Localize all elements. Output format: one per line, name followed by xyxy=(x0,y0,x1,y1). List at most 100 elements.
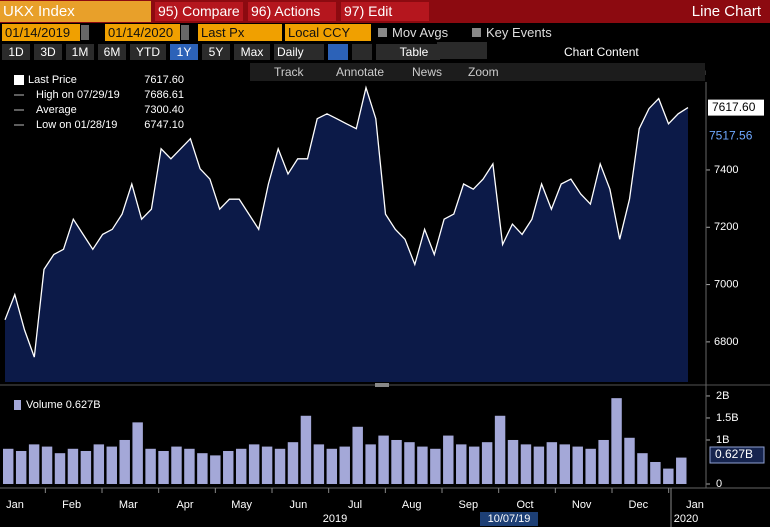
volume-bar xyxy=(417,446,428,484)
volume-bar xyxy=(197,453,208,484)
line-style-button[interactable] xyxy=(328,44,348,60)
panel-handle xyxy=(375,383,389,387)
legend-icon xyxy=(14,400,21,410)
y-tick-label: 6800 xyxy=(714,336,738,348)
legend-label: Last Price xyxy=(28,74,77,86)
tool-bar xyxy=(250,63,705,81)
x-tick-label: Dec xyxy=(629,499,649,511)
tool-button[interactable]: Annotate xyxy=(336,65,385,79)
period-button[interactable]: 1Y xyxy=(170,44,198,60)
volume-bar xyxy=(171,446,182,484)
x-tick-label: Mar xyxy=(119,499,138,511)
currency-select[interactable]: Local CCY xyxy=(285,24,371,41)
checkbox[interactable] xyxy=(378,28,387,37)
tool-button[interactable]: Zoom xyxy=(468,65,499,79)
toggle-label[interactable]: Mov Avgs xyxy=(392,25,449,40)
volume-bar xyxy=(184,448,195,484)
volume-bar xyxy=(132,422,143,484)
start-date[interactable]: 01/14/2019 xyxy=(2,24,80,41)
volume-bar xyxy=(572,446,583,484)
toggle-label[interactable]: Key Events xyxy=(486,25,552,40)
volume-bar xyxy=(481,442,493,484)
volume-bar xyxy=(287,442,299,484)
calendar-icon[interactable] xyxy=(81,25,89,40)
marker-label: 7517.56 xyxy=(709,128,753,142)
volume-bar xyxy=(676,457,687,484)
tool-button[interactable]: Track xyxy=(274,65,304,79)
input-field[interactable] xyxy=(437,42,487,59)
volume-bar xyxy=(313,444,325,484)
y-tick-label: 7400 xyxy=(714,164,738,176)
tool-button[interactable]: News xyxy=(412,65,443,79)
volume-bar xyxy=(507,439,519,484)
last-volume-label: 0.627B xyxy=(715,447,753,461)
settings-button[interactable] xyxy=(710,44,726,60)
volume-bar xyxy=(443,435,454,484)
ticker-field[interactable]: UKX Index xyxy=(0,1,151,22)
year-label: 2020 xyxy=(674,513,698,525)
end-date[interactable]: 01/14/2020 xyxy=(105,24,180,41)
frequency-select[interactable]: Daily xyxy=(274,44,324,60)
x-tick-label: Jan xyxy=(686,499,704,511)
cursor-date-box xyxy=(480,512,538,526)
calendar-icon[interactable] xyxy=(181,25,189,40)
volume-bar xyxy=(494,415,506,484)
window-title: Line Chart xyxy=(691,3,761,20)
volume-bar xyxy=(378,435,389,484)
icon-button[interactable] xyxy=(352,44,372,60)
volume-bar xyxy=(456,444,467,484)
volume-bar xyxy=(598,439,609,484)
volume-bar xyxy=(339,446,350,484)
y-tick-label: 1B xyxy=(716,434,729,446)
volume-legend: Volume 0.627B xyxy=(26,399,101,411)
period-button[interactable]: 5Y xyxy=(202,44,230,60)
volume-bar xyxy=(210,455,221,484)
volume-bar xyxy=(119,439,130,484)
period-button[interactable]: 1M xyxy=(66,44,94,60)
legend-value: 6747.10 xyxy=(144,119,184,131)
volume-bar xyxy=(248,444,260,484)
menu-button[interactable]: 95) Compare xyxy=(155,2,243,21)
volume-bar xyxy=(533,446,545,484)
checkbox[interactable] xyxy=(472,28,481,37)
last-volume-box xyxy=(709,446,765,464)
volume-bar xyxy=(261,446,273,484)
period-button[interactable]: 6M xyxy=(98,44,126,60)
menu-button[interactable]: 96) Actions xyxy=(248,2,336,21)
table-button[interactable]: Table xyxy=(388,44,440,60)
volume-bar xyxy=(352,426,363,484)
menu-button[interactable]: 97) Edit xyxy=(341,2,429,21)
last-price-box xyxy=(708,99,764,116)
y-tick-label: 0 xyxy=(716,478,722,490)
y-tick-label: 7000 xyxy=(714,278,738,290)
volume-bar xyxy=(223,450,234,484)
chart-content-button[interactable]: Chart Content xyxy=(548,44,648,60)
volume-bar xyxy=(54,453,66,484)
x-tick-label: Sep xyxy=(459,499,479,511)
cursor-date: 10/07/19 xyxy=(488,513,531,525)
period-button[interactable]: Max xyxy=(234,44,270,60)
last-price-label: 7617.60 xyxy=(712,100,756,114)
period-button[interactable]: 1D xyxy=(2,44,30,60)
period-button[interactable]: YTD xyxy=(130,44,166,60)
collapse-button[interactable] xyxy=(490,44,506,60)
legend-icon xyxy=(14,75,24,85)
volume-bar xyxy=(611,398,622,484)
field-select[interactable]: Last Px xyxy=(198,24,282,41)
period-button[interactable]: 3D xyxy=(34,44,62,60)
x-tick-label: Oct xyxy=(516,499,533,511)
volume-bar xyxy=(158,450,169,484)
volume-bar xyxy=(326,448,338,484)
volume-bar xyxy=(15,450,27,484)
x-tick-label: Aug xyxy=(402,499,422,511)
volume-bar xyxy=(28,444,40,484)
x-tick-label: Jan xyxy=(6,499,24,511)
volume-bar xyxy=(637,453,648,484)
volume-bar xyxy=(404,442,415,484)
volume-bar xyxy=(624,437,635,484)
legend-label: Average xyxy=(36,104,77,116)
volume-bar xyxy=(430,448,441,484)
volume-bar xyxy=(3,448,14,484)
